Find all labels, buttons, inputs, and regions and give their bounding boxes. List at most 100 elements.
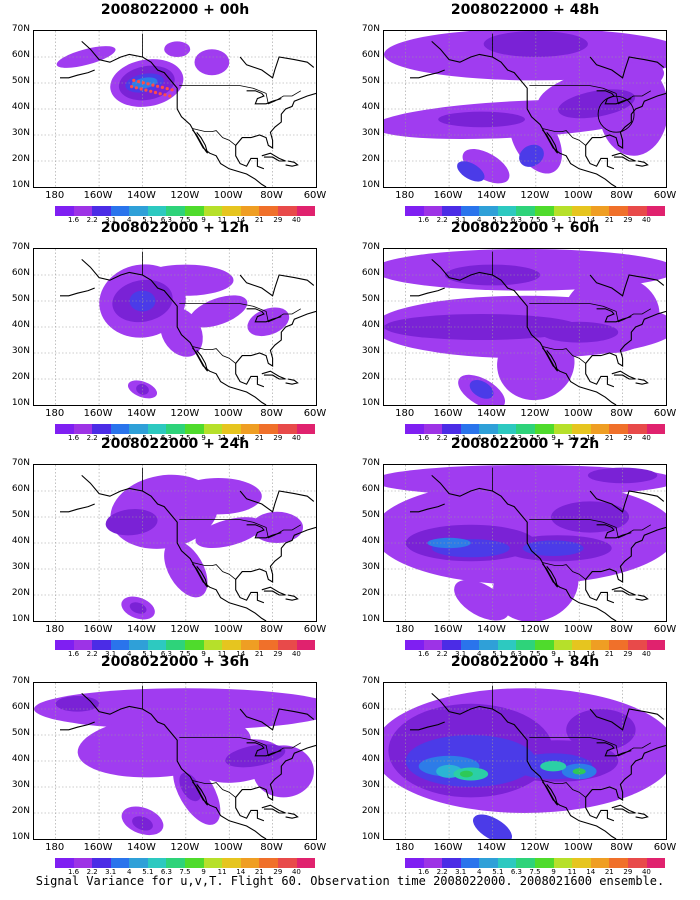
colorbar-label: 1.6	[417, 216, 430, 224]
variance-contour	[457, 161, 485, 182]
coastline	[611, 804, 636, 814]
latitude-label: 50N	[11, 510, 30, 520]
variance-contour	[519, 144, 544, 167]
coastline	[239, 490, 315, 513]
colorbar-swatch	[572, 206, 591, 216]
coastline	[81, 258, 267, 405]
latitude-label: 30N	[11, 128, 30, 138]
longitude-label: 60W	[653, 408, 677, 419]
colorbar-swatch	[240, 640, 260, 650]
colorbar-swatch	[129, 424, 148, 434]
latitude-label: 70N	[11, 242, 30, 252]
coastline	[585, 797, 615, 822]
colorbar-swatch	[277, 424, 297, 434]
country-border	[542, 562, 586, 580]
colorbar-swatch	[73, 858, 93, 868]
latitude-label: 20N	[11, 372, 30, 382]
colorbar-swatch	[110, 858, 130, 868]
colorbar-swatch	[92, 858, 111, 868]
colorbar-swatch	[203, 640, 223, 650]
colorbar-swatch	[535, 424, 554, 434]
colorbar-label: 3.1	[105, 216, 117, 224]
observation-point	[160, 85, 164, 89]
colorbar-swatch	[442, 858, 461, 868]
colorbar-label: 5.1	[142, 650, 154, 658]
colorbar-label: 29	[623, 650, 633, 658]
colorbar-swatch	[203, 858, 223, 868]
colorbar-label: 11	[567, 868, 577, 876]
colorbar-swatch	[405, 640, 424, 650]
colorbar-swatch	[516, 858, 536, 868]
colorbar-label: 9	[201, 650, 206, 658]
coastline	[261, 804, 286, 814]
variance-contour	[473, 814, 512, 839]
colorbar-label: 3.1	[455, 650, 467, 658]
observation-point	[146, 82, 150, 86]
coastline	[541, 781, 559, 806]
colorbar-label: 29	[273, 650, 283, 658]
variance-contour	[175, 478, 262, 515]
colorbar-label: 1.6	[417, 434, 430, 442]
latitude-label: 20N	[361, 372, 380, 382]
colorbar-swatch	[259, 640, 278, 650]
coastline	[596, 90, 632, 105]
colorbar-label: 21	[604, 434, 614, 442]
latitude-label: 70N	[361, 242, 380, 252]
colorbar-swatch	[92, 424, 111, 434]
colorbar-swatch	[73, 424, 93, 434]
latitude-label: 70N	[11, 458, 30, 468]
colorbar-label: 1.6	[417, 868, 430, 876]
longitude-label: 180	[395, 842, 415, 853]
latitude-label: 30N	[361, 346, 380, 356]
colorbar-swatch	[259, 424, 278, 434]
coastline	[246, 524, 282, 539]
coastline	[585, 526, 666, 583]
colorbar-label: 11	[217, 216, 227, 224]
colorbar	[405, 858, 666, 868]
colorbar-swatch	[147, 424, 167, 434]
latitude-label: 40N	[361, 320, 380, 330]
observation-point	[156, 84, 160, 88]
colorbar-swatch	[55, 206, 74, 216]
colorbar-swatch	[240, 858, 260, 868]
colorbar-label: 11	[567, 434, 577, 442]
colorbar-swatch	[259, 206, 278, 216]
colorbar-label: 9	[551, 650, 556, 658]
colorbar-label: 6.3	[510, 650, 522, 658]
latitude-label: 10N	[11, 180, 30, 190]
map-panel: 2008022000 + 36h 70N 60N 50N 40N 30N 20N 10N 180…	[0, 652, 350, 876]
country-border	[179, 519, 302, 539]
colorbar-swatch	[497, 640, 517, 650]
colorbar-swatch	[479, 424, 498, 434]
colorbar-label: 21	[254, 868, 264, 876]
variance-contour	[438, 111, 525, 128]
colorbar-swatch	[497, 424, 517, 434]
signal-variance-map	[384, 683, 666, 839]
country-border	[529, 85, 652, 105]
coastline	[431, 474, 617, 621]
colorbar-swatch	[277, 640, 297, 650]
coastline	[611, 370, 636, 380]
variance-contour	[483, 31, 588, 57]
latitude-label: 10N	[11, 832, 30, 842]
colorbar-label: 29	[273, 868, 283, 876]
colorbar-swatch	[405, 206, 424, 216]
colorbar-label: 21	[604, 868, 614, 876]
colorbar-label: 40	[291, 216, 301, 224]
map-area	[33, 682, 317, 840]
map-panel: 2008022000 + 84h 70N 60N 50N 40N 30N 20N 10N 180…	[350, 652, 700, 876]
latitude-label: 70N	[11, 24, 30, 34]
coastline	[60, 503, 95, 513]
country-border	[192, 346, 236, 364]
longitude-label: 80W	[610, 624, 633, 635]
colorbar-label: 14	[236, 868, 246, 876]
coastline	[235, 526, 316, 583]
country-border	[192, 780, 236, 798]
map-panel: 2008022000 + 60h 70N 60N 50N 40N 30N 20N 10N 180…	[350, 218, 700, 442]
longitude-label: 100W	[213, 408, 243, 419]
longitude-label: 160W	[83, 624, 113, 635]
colorbar-label: 29	[273, 434, 283, 442]
colorbar-label: 21	[604, 650, 614, 658]
colorbar-swatch	[277, 858, 297, 868]
colorbar-label: 4	[127, 650, 132, 658]
